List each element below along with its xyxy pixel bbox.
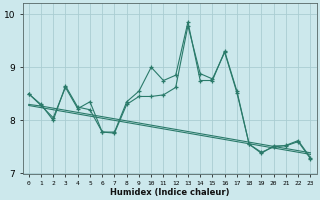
X-axis label: Humidex (Indice chaleur): Humidex (Indice chaleur) xyxy=(110,188,229,197)
